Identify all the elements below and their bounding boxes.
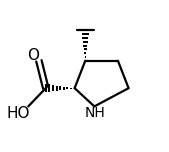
Text: NH: NH xyxy=(85,106,105,120)
Text: O: O xyxy=(28,48,40,63)
Text: HO: HO xyxy=(7,106,30,121)
